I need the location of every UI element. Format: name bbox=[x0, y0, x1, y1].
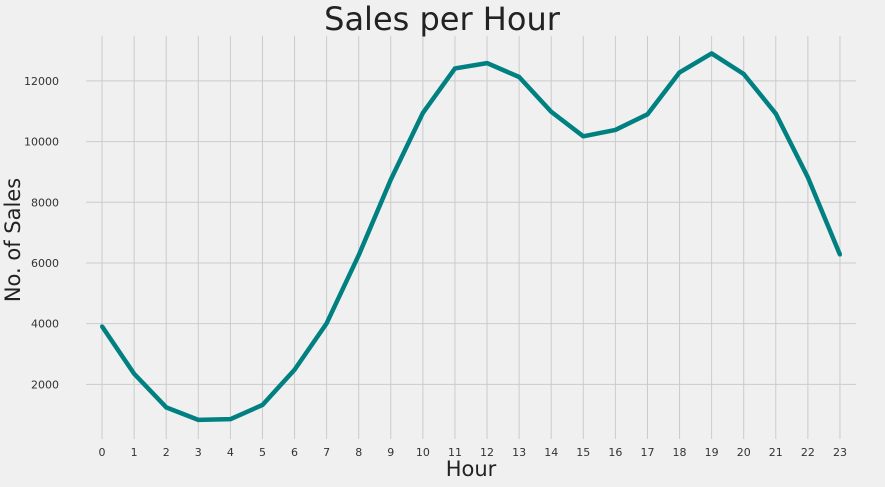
x-tick-label: 18 bbox=[673, 446, 687, 459]
x-tick-label: 16 bbox=[608, 446, 622, 459]
x-tick-label: 9 bbox=[387, 446, 394, 459]
x-tick-label: 13 bbox=[512, 446, 526, 459]
x-axis-label: Hour bbox=[446, 457, 497, 481]
x-tick-label: 17 bbox=[640, 446, 654, 459]
x-tick-label: 15 bbox=[576, 446, 590, 459]
data-point-hour-9 bbox=[388, 177, 393, 182]
data-point-hour-18 bbox=[677, 70, 682, 75]
data-point-hour-8 bbox=[356, 253, 361, 258]
x-tick-label: 6 bbox=[291, 446, 298, 459]
y-axis-label: No. of Sales bbox=[1, 178, 25, 302]
x-gridlines bbox=[101, 36, 841, 439]
x-tick-label: 8 bbox=[355, 446, 362, 459]
x-tick-label: 3 bbox=[195, 446, 202, 459]
data-point-hour-12 bbox=[485, 61, 490, 66]
data-point-hour-23 bbox=[837, 252, 842, 257]
data-point-hour-17 bbox=[645, 112, 650, 117]
x-tick-label: 14 bbox=[544, 446, 558, 459]
x-tick-label: 5 bbox=[259, 446, 266, 459]
y-tick-label: 2000 bbox=[31, 378, 59, 391]
data-point-hour-15 bbox=[581, 134, 586, 139]
chart-title: Sales per Hour bbox=[324, 0, 561, 38]
y-tick-labels: 2000 4000 6000 8000 10000 12000 bbox=[24, 75, 59, 391]
x-tick-label: 1 bbox=[131, 446, 138, 459]
y-gridlines bbox=[86, 80, 856, 385]
x-tick-label: 19 bbox=[705, 446, 719, 459]
data-point-hour-11 bbox=[452, 66, 457, 71]
data-point-hour-4 bbox=[228, 417, 233, 422]
data-point-hour-10 bbox=[420, 110, 425, 115]
y-tick-label: 8000 bbox=[31, 196, 59, 209]
data-point-hour-20 bbox=[741, 71, 746, 76]
x-tick-label: 7 bbox=[323, 446, 330, 459]
data-point-hour-5 bbox=[260, 402, 265, 407]
x-tick-label: 10 bbox=[416, 446, 430, 459]
y-tick-label: 12000 bbox=[24, 75, 59, 88]
series-layer bbox=[100, 51, 843, 423]
data-point-hour-22 bbox=[805, 175, 810, 180]
x-tick-label: 21 bbox=[769, 446, 783, 459]
data-point-hour-3 bbox=[196, 417, 201, 422]
series-line bbox=[100, 51, 843, 423]
data-point-hour-14 bbox=[549, 109, 554, 114]
x-tick-labels: 0 1 2 3 4 5 6 7 8 9 10 11 12 13 14 15 16 17 18 19 20 21 22 23 bbox=[99, 446, 847, 459]
x-tick-label: 11 bbox=[448, 446, 462, 459]
data-point-hour-1 bbox=[132, 371, 137, 376]
data-point-hour-0 bbox=[100, 324, 105, 329]
y-tick-label: 10000 bbox=[24, 136, 59, 149]
x-tick-label: 22 bbox=[801, 446, 815, 459]
y-tick-label: 6000 bbox=[31, 257, 59, 270]
data-point-hour-2 bbox=[164, 405, 169, 410]
y-tick-label: 4000 bbox=[31, 318, 59, 331]
x-tick-label: 12 bbox=[480, 446, 494, 459]
x-tick-label: 20 bbox=[737, 446, 751, 459]
x-tick-label: 4 bbox=[227, 446, 234, 459]
data-point-hour-16 bbox=[613, 127, 618, 132]
data-point-hour-19 bbox=[709, 51, 714, 56]
data-point-hour-21 bbox=[773, 111, 778, 116]
data-point-hour-6 bbox=[292, 367, 297, 372]
data-point-hour-13 bbox=[517, 74, 522, 79]
x-tick-label: 0 bbox=[99, 446, 106, 459]
data-point-hour-7 bbox=[324, 321, 329, 326]
x-tick-label: 23 bbox=[833, 446, 847, 459]
x-tick-label: 2 bbox=[163, 446, 170, 459]
